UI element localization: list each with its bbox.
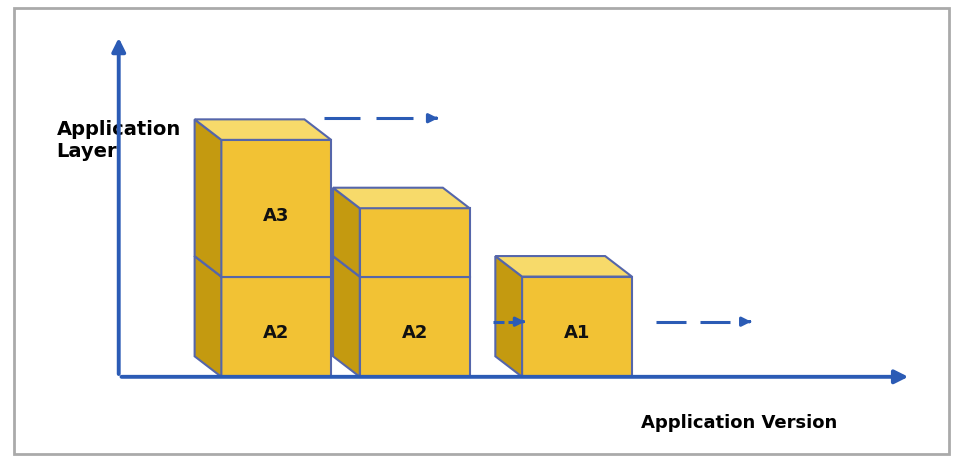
Polygon shape — [195, 120, 331, 141]
Polygon shape — [495, 257, 632, 277]
Polygon shape — [333, 188, 360, 277]
Polygon shape — [495, 257, 522, 377]
Polygon shape — [195, 120, 221, 277]
Polygon shape — [360, 277, 470, 377]
Polygon shape — [333, 257, 470, 277]
Text: A3: A3 — [263, 206, 290, 225]
Polygon shape — [333, 188, 470, 209]
Polygon shape — [221, 277, 331, 377]
Text: Application Version: Application Version — [641, 413, 838, 432]
Text: A2: A2 — [402, 323, 428, 341]
Polygon shape — [195, 257, 331, 277]
Polygon shape — [522, 277, 632, 377]
Polygon shape — [221, 141, 331, 277]
Polygon shape — [360, 209, 470, 277]
Text: A1: A1 — [563, 323, 590, 341]
Text: A2: A2 — [263, 323, 290, 341]
Polygon shape — [333, 257, 360, 377]
Text: Application
Layer: Application Layer — [57, 120, 181, 161]
Polygon shape — [195, 257, 221, 377]
